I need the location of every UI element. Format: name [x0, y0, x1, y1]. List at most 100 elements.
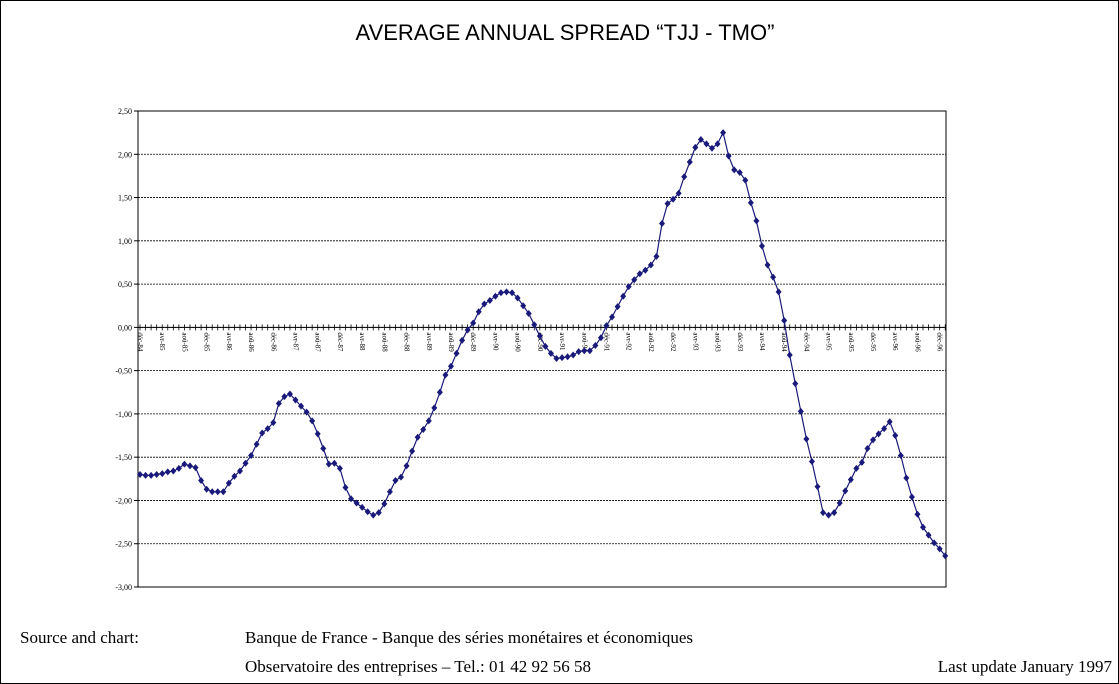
y-tick-label: 2,50 [118, 107, 132, 116]
marker [936, 545, 943, 553]
line [139, 130, 946, 557]
marker [220, 488, 227, 496]
contact-line: Observatoire des entreprises – Tel.: 01 … [245, 657, 591, 676]
x-tick-label: avr-92 [625, 332, 633, 351]
x-tick-label: aoû-93 [714, 332, 722, 352]
marker [531, 321, 538, 329]
marker [831, 509, 838, 517]
marker [336, 464, 343, 472]
marker [231, 472, 238, 480]
x-tick-label: avr-86 [225, 332, 233, 351]
x-tick-label: avr-89 [425, 332, 433, 351]
chart-title: AVERAGE ANNUAL SPREAD “TJJ - TMO” [356, 20, 775, 45]
x-tick-label: aoû-85 [180, 332, 188, 352]
x-tick-label: aoû-96 [913, 332, 921, 352]
marker [253, 440, 260, 448]
marker [597, 334, 604, 342]
marker [642, 266, 649, 274]
x-tick-label: déc-88 [403, 332, 411, 352]
marker [758, 242, 765, 250]
marker [464, 326, 471, 334]
marker [725, 152, 732, 160]
x-tick-label: aoû-89 [447, 332, 455, 352]
marker [870, 436, 877, 444]
x-tick-label: aoû-94 [780, 332, 788, 352]
marker [881, 425, 888, 433]
x-tick-label: aoû-86 [247, 332, 255, 352]
marker [731, 166, 738, 174]
marker [175, 464, 182, 472]
marker [209, 488, 216, 496]
marker [270, 419, 277, 427]
marker [803, 435, 810, 443]
x-tick-label: avr-95 [825, 332, 833, 351]
marker [925, 531, 932, 539]
marker [875, 430, 882, 438]
marker [720, 129, 727, 137]
marker [792, 380, 799, 388]
marker [264, 425, 271, 433]
marker [170, 467, 177, 475]
marker [886, 418, 893, 426]
marker [770, 273, 777, 281]
marker [298, 402, 305, 410]
x-tick-label: avr-94 [758, 332, 766, 351]
marker [897, 451, 904, 459]
marker [575, 348, 582, 356]
marker [225, 479, 232, 487]
x-tick-label: aoû-87 [314, 332, 322, 352]
marker [686, 158, 693, 166]
marker [353, 499, 360, 507]
marker [320, 445, 327, 453]
marker [214, 488, 221, 496]
marker [647, 261, 654, 269]
marker [892, 432, 899, 440]
marker [303, 408, 310, 416]
marker [747, 199, 754, 207]
marker [164, 468, 171, 476]
marker [631, 276, 638, 284]
marker [536, 332, 543, 340]
marker [864, 445, 871, 453]
x-tick-label: aoû-88 [380, 332, 388, 352]
y-tick-label: 1,00 [118, 237, 132, 246]
marker [603, 322, 610, 330]
marker [481, 300, 488, 308]
marker [259, 429, 266, 437]
marker [692, 143, 699, 151]
marker [764, 261, 771, 269]
x-tick-label: déc-87 [336, 332, 344, 352]
marker [159, 470, 166, 478]
marker [542, 342, 549, 350]
y-tick-label: 0,50 [118, 280, 132, 289]
marker [186, 462, 193, 470]
x-tick-label: avr-93 [691, 332, 699, 351]
x-tick-label: aoû-92 [647, 332, 655, 352]
x-tick-label: avr-88 [358, 332, 366, 351]
y-tick-label: -2,00 [115, 496, 132, 505]
marker [653, 252, 660, 260]
marker [708, 144, 715, 152]
marker [453, 349, 460, 357]
y-tick-label: 1,50 [118, 194, 132, 203]
x-tick-label: déc-89 [469, 332, 477, 352]
marker [386, 488, 393, 496]
y-tick-label: -0,50 [115, 367, 132, 376]
x-tick-label: avr-87 [291, 332, 299, 351]
marker [137, 470, 143, 478]
x-tick-label: déc-93 [736, 332, 744, 352]
marker [659, 220, 666, 228]
marker [703, 140, 710, 148]
marker [192, 464, 199, 472]
marker [425, 417, 432, 425]
marker [842, 487, 849, 495]
marker [847, 476, 854, 484]
marker [675, 189, 682, 197]
marker [331, 459, 338, 467]
marker [286, 390, 293, 398]
marker [664, 200, 671, 208]
marker [908, 493, 915, 501]
x-tick-label: avr-91 [558, 332, 566, 351]
marker [275, 400, 282, 408]
marker [248, 451, 255, 459]
